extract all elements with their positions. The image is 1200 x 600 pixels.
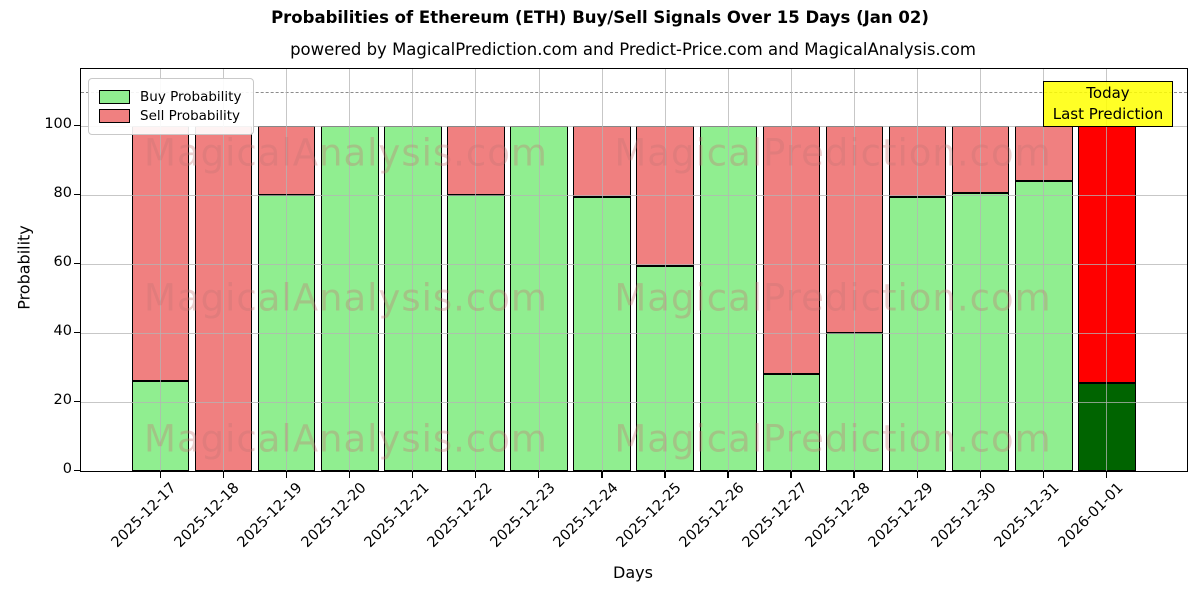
bar-buy-2025-12-17[interactable] [131, 381, 190, 471]
bar-sell-2025-12-17[interactable] [131, 126, 190, 382]
y-tick-mark [74, 470, 80, 472]
buy-color-swatch [99, 90, 130, 104]
legend-item-sell: Sell Probability [99, 108, 241, 124]
bar-buy-2026-01-01[interactable] [1078, 383, 1136, 471]
bar-buy-2025-12-21[interactable] [384, 126, 442, 471]
y-tick-label-80: 80 [53, 185, 72, 201]
bar-buy-2025-12-24[interactable] [573, 196, 631, 471]
x-tick-mark [348, 472, 351, 478]
x-tick-label-2025-12-22: 2025-12-22 [424, 480, 496, 551]
today-annotation: Today Last Prediction [1043, 81, 1173, 127]
x-tick-label-2025-12-18: 2025-12-18 [171, 480, 243, 551]
x-tick-label-2025-12-23: 2025-12-23 [487, 480, 559, 551]
bar-buy-2025-12-25[interactable] [636, 265, 694, 471]
x-tick-mark [222, 472, 224, 478]
x-tick-mark [411, 472, 414, 478]
x-tick-label-2025-12-17: 2025-12-17 [108, 480, 180, 551]
x-tick-label-2025-12-19: 2025-12-19 [235, 480, 307, 551]
x-tick-label-2025-12-25: 2025-12-25 [613, 480, 685, 551]
x-tick-label-2025-12-21: 2025-12-21 [361, 480, 433, 551]
x-tick-mark [853, 472, 855, 478]
x-tick-mark [979, 472, 982, 478]
x-tick-label-2025-12-29: 2025-12-29 [865, 480, 937, 551]
x-axis-label: Days [613, 563, 653, 582]
bar-buy-2025-12-22[interactable] [447, 195, 505, 471]
x-tick-mark [1042, 472, 1045, 478]
legend-label-sell: Sell Probability [140, 108, 241, 124]
y-tick-mark [74, 263, 80, 265]
y-tick-mark [74, 194, 80, 196]
x-tick-label-2025-12-26: 2025-12-26 [676, 480, 748, 551]
y-tick-label-0: 0 [62, 461, 72, 477]
x-tick-mark [159, 472, 161, 478]
x-tick-mark [916, 472, 918, 478]
bar-sell-2025-12-22[interactable] [447, 126, 505, 195]
x-tick-mark [601, 472, 603, 478]
bar-buy-2025-12-29[interactable] [888, 196, 947, 471]
chart-subtitle: powered by MagicalPrediction.com and Pre… [290, 40, 976, 59]
bar-sell-2025-12-29[interactable] [888, 126, 947, 197]
x-tick-mark [285, 472, 288, 478]
threshold-dashed-line [81, 91, 1187, 93]
x-tick-mark [727, 472, 729, 478]
chart-title: Probabilities of Ethereum (ETH) Buy/Sell… [271, 8, 929, 27]
x-tick-label-2025-12-28: 2025-12-28 [802, 480, 874, 551]
y-tick-mark [74, 125, 80, 127]
bar-buy-2025-12-23[interactable] [510, 126, 568, 471]
legend-label-buy: Buy Probability [140, 89, 242, 105]
bar-buy-2025-12-20[interactable] [320, 126, 379, 471]
x-tick-label-2025-12-24: 2025-12-24 [550, 480, 622, 551]
bar-buy-2025-12-30[interactable] [951, 193, 1010, 471]
x-tick-mark [1105, 472, 1108, 478]
x-tick-label-2025-12-27: 2025-12-27 [739, 480, 811, 551]
bar-sell-2025-12-27[interactable] [762, 126, 821, 375]
x-tick-label-2025-12-20: 2025-12-20 [298, 480, 370, 551]
y-tick-label-40: 40 [53, 323, 72, 339]
legend-item-buy: Buy Probability [99, 89, 241, 105]
x-tick-mark [474, 472, 477, 478]
y-tick-label-60: 60 [53, 254, 72, 270]
x-tick-mark [790, 472, 792, 478]
bar-buy-2025-12-26[interactable] [699, 126, 758, 471]
bar-sell-2025-12-31[interactable] [1014, 126, 1073, 182]
bar-sell-2025-12-24[interactable] [573, 126, 631, 197]
bar-sell-2025-12-19[interactable] [257, 126, 316, 195]
today-annotation-line1: Today [1086, 84, 1130, 102]
x-tick-mark [664, 472, 666, 478]
x-tick-label-2025-12-31: 2025-12-31 [992, 480, 1064, 551]
x-tick-label-2025-12-30: 2025-12-30 [929, 480, 1000, 551]
today-annotation-line2: Last Prediction [1052, 105, 1164, 123]
x-tick-mark [538, 472, 540, 478]
bar-sell-2025-12-25[interactable] [636, 126, 694, 266]
bar-buy-2025-12-19[interactable] [257, 195, 316, 471]
bar-sell-2025-12-28[interactable] [825, 126, 884, 333]
y-tick-mark [74, 332, 80, 334]
bar-buy-2025-12-31[interactable] [1014, 181, 1073, 471]
y-tick-mark [74, 401, 80, 403]
bar-buy-2025-12-28[interactable] [825, 333, 884, 471]
x-tick-label-2026-01-01: 2026-01-01 [1055, 480, 1127, 551]
bar-sell-2025-12-18[interactable] [194, 126, 253, 471]
bar-buy-2025-12-27[interactable] [762, 374, 821, 471]
legend: Buy Probability Sell Probability [88, 78, 255, 135]
bar-sell-2025-12-30[interactable] [951, 126, 1010, 194]
y-tick-label-20: 20 [53, 392, 72, 408]
y-tick-label-100: 100 [44, 116, 72, 132]
bar-sell-2026-01-01[interactable] [1078, 126, 1136, 384]
sell-color-swatch [99, 109, 130, 123]
